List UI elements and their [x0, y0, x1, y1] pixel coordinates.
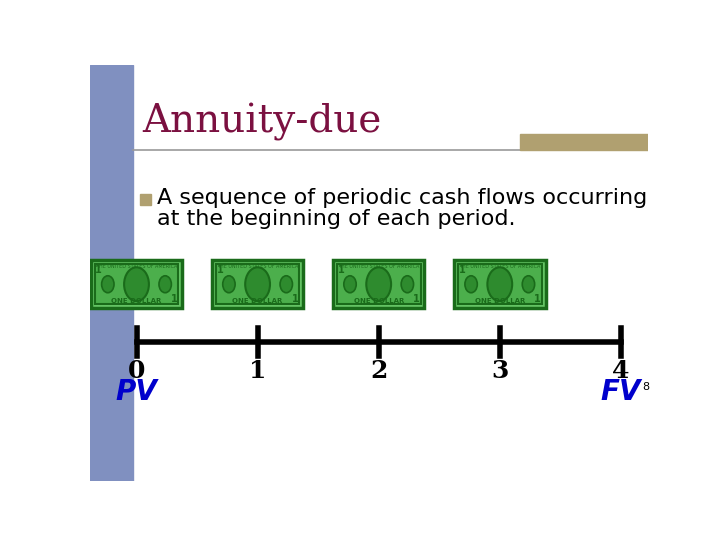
Text: 4: 4 [612, 359, 629, 383]
Bar [140, 194, 151, 205]
Text: 1: 1 [534, 294, 541, 303]
Ellipse shape [280, 276, 292, 293]
Text: 1: 1 [338, 265, 344, 275]
Bar [458, 264, 541, 304]
Text: 1: 1 [96, 265, 102, 275]
Text: 1: 1 [413, 294, 420, 303]
Text: Annuity-due: Annuity-due [143, 103, 382, 141]
Text: ONE DOLLAR: ONE DOLLAR [474, 298, 525, 304]
Ellipse shape [344, 276, 356, 293]
Bar [90, 65, 132, 481]
Text: PV: PV [116, 378, 158, 406]
Ellipse shape [124, 267, 149, 301]
Text: A sequence of periodic cash flows occurring: A sequence of periodic cash flows occurr… [158, 188, 648, 208]
Text: 1: 1 [292, 294, 299, 303]
Text: 1: 1 [249, 359, 266, 383]
Text: 1: 1 [217, 265, 223, 275]
Ellipse shape [487, 267, 512, 301]
Text: THE UNITED STATES OF AMERICA: THE UNITED STATES OF AMERICA [217, 264, 298, 269]
Bar [337, 264, 420, 304]
Ellipse shape [102, 276, 114, 293]
Text: THE UNITED STATES OF AMERICA: THE UNITED STATES OF AMERICA [459, 264, 541, 269]
Ellipse shape [366, 267, 391, 301]
Text: THE UNITED STATES OF AMERICA: THE UNITED STATES OF AMERICA [338, 264, 419, 269]
Text: ONE DOLLAR: ONE DOLLAR [354, 298, 404, 304]
Ellipse shape [159, 276, 171, 293]
FancyBboxPatch shape [454, 260, 546, 308]
Text: at the beginning of each period.: at the beginning of each period. [158, 209, 516, 229]
Text: FV: FV [600, 378, 641, 406]
Bar [520, 134, 648, 150]
FancyBboxPatch shape [333, 260, 424, 308]
Ellipse shape [465, 276, 477, 293]
Text: 1: 1 [459, 265, 465, 275]
Text: 1: 1 [171, 294, 178, 303]
Ellipse shape [401, 276, 413, 293]
Text: 3: 3 [491, 359, 508, 383]
Text: THE UNITED STATES OF AMERICA: THE UNITED STATES OF AMERICA [96, 264, 177, 269]
Ellipse shape [246, 267, 270, 301]
Text: 0: 0 [128, 359, 145, 383]
Ellipse shape [222, 276, 235, 293]
FancyBboxPatch shape [212, 260, 303, 308]
Text: ONE DOLLAR: ONE DOLLAR [233, 298, 283, 304]
Text: 2: 2 [370, 359, 387, 383]
Text: ONE DOLLAR: ONE DOLLAR [112, 298, 162, 304]
Ellipse shape [522, 276, 535, 293]
FancyBboxPatch shape [91, 260, 182, 308]
Text: 8: 8 [642, 382, 649, 392]
Bar [216, 264, 300, 304]
Bar [94, 264, 179, 304]
